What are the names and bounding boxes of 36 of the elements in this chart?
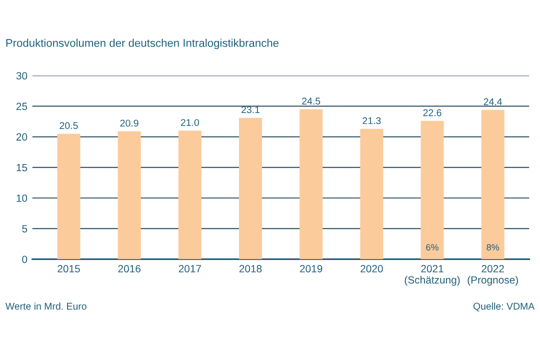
x-tick-label: 2016 <box>118 265 140 272</box>
bar <box>238 118 262 260</box>
bar <box>57 134 80 260</box>
bar <box>481 110 504 260</box>
y-tick-label: 0 <box>22 256 28 264</box>
annotation: 6% <box>426 244 438 251</box>
text: Werte in Mrd. Euro <box>5 302 86 310</box>
annotation: 8% <box>486 244 500 251</box>
x-tick-label: 2020 <box>360 265 383 272</box>
x-tick-label: 2018 <box>239 265 262 272</box>
x-tick-label: 2019 <box>300 265 322 272</box>
x-tick-label: 2021 (Schätzung) <box>404 265 460 286</box>
data-label: 21.0 <box>180 119 200 126</box>
data-label: 24.5 <box>302 98 320 105</box>
y-tick-label: 30 <box>16 72 28 80</box>
data-label: 22.6 <box>423 109 442 116</box>
bar <box>300 109 323 260</box>
y-tick-label: 10 <box>16 194 28 202</box>
source-note: Quelle: VDMA <box>473 302 535 312</box>
x-tick-label: 2022 (Prognose) <box>468 265 518 286</box>
data-label: 20.9 <box>120 120 138 127</box>
data-label: 20.5 <box>60 122 78 130</box>
y-tick-label: 25 <box>16 102 28 110</box>
data-label: 24.4 <box>484 98 502 106</box>
y-tick-label: 15 <box>16 164 28 172</box>
bar <box>420 120 444 260</box>
bar <box>178 130 202 260</box>
x-tick-label: 2017 <box>178 265 201 272</box>
data-label: 21.3 <box>362 117 381 124</box>
y-tick-label: 5 <box>22 225 28 232</box>
chart-title: Produktionsvolumen der deutschen Intralogistikbranche <box>6 38 279 50</box>
bar <box>118 131 141 260</box>
x-tick-label: 2015 <box>58 265 80 272</box>
data-label: 23.1 <box>242 106 260 114</box>
y-tick-label: 20 <box>16 133 28 141</box>
bar <box>360 128 384 260</box>
